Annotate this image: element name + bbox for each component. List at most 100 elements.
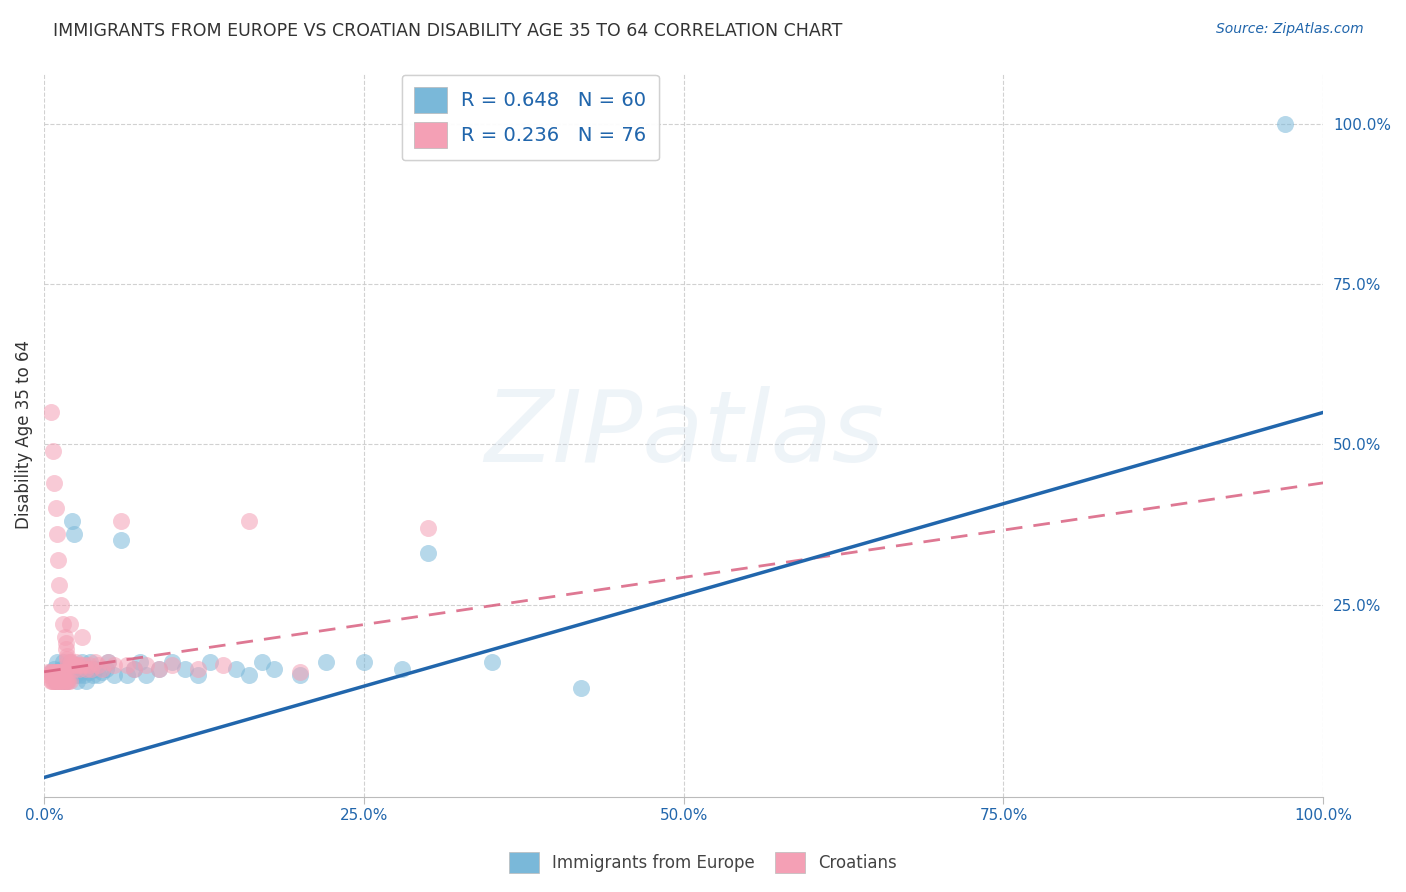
- Point: [48, 578, 70, 592]
- Point: [238, 668, 260, 682]
- Point: [72, 630, 94, 644]
- Point: [58, 665, 80, 679]
- Point: [60, 514, 83, 528]
- Point: [135, 658, 157, 673]
- Point: [148, 662, 170, 676]
- Point: [75, 662, 97, 676]
- Point: [263, 662, 285, 676]
- Point: [39, 674, 62, 689]
- Legend: Immigrants from Europe, Croatians: Immigrants from Europe, Croatians: [502, 846, 904, 880]
- Point: [173, 662, 195, 676]
- Text: Source: ZipAtlas.com: Source: ZipAtlas.com: [1216, 22, 1364, 37]
- Point: [53, 668, 76, 682]
- Point: [160, 655, 183, 669]
- Point: [65, 662, 87, 676]
- Point: [52, 616, 75, 631]
- Text: IMMIGRANTS FROM EUROPE VS CROATIAN DISABILITY AGE 35 TO 64 CORRELATION CHART: IMMIGRANTS FROM EUROPE VS CROATIAN DISAB…: [53, 22, 842, 40]
- Point: [1274, 117, 1296, 131]
- Point: [90, 662, 112, 676]
- Point: [45, 527, 67, 541]
- Point: [59, 674, 82, 689]
- Point: [39, 665, 62, 679]
- Point: [59, 655, 82, 669]
- Point: [49, 662, 72, 676]
- Point: [49, 674, 72, 689]
- Point: [55, 674, 77, 689]
- Point: [59, 658, 82, 673]
- Point: [110, 514, 132, 528]
- Point: [45, 674, 67, 689]
- Point: [73, 668, 96, 682]
- Point: [42, 668, 65, 682]
- Point: [37, 665, 59, 679]
- Point: [65, 655, 87, 669]
- Point: [416, 521, 439, 535]
- Point: [77, 665, 100, 679]
- Point: [56, 652, 79, 666]
- Point: [77, 658, 100, 673]
- Point: [315, 655, 337, 669]
- Point: [45, 674, 67, 689]
- Point: [46, 665, 69, 679]
- Legend: R = 0.648   N = 60, R = 0.236   N = 76: R = 0.648 N = 60, R = 0.236 N = 76: [402, 75, 659, 161]
- Y-axis label: Disability Age 35 to 64: Disability Age 35 to 64: [15, 341, 32, 529]
- Point: [48, 668, 70, 682]
- Point: [62, 662, 84, 676]
- Point: [122, 662, 145, 676]
- Point: [44, 674, 66, 689]
- Point: [97, 655, 120, 669]
- Point: [39, 405, 62, 419]
- Point: [45, 665, 67, 679]
- Point: [59, 662, 82, 676]
- Point: [49, 665, 72, 679]
- Point: [41, 665, 63, 679]
- Point: [79, 655, 101, 669]
- Point: [90, 665, 112, 679]
- Point: [135, 668, 157, 682]
- Point: [42, 443, 65, 458]
- Point: [94, 662, 117, 676]
- Point: [73, 658, 96, 673]
- Point: [46, 674, 69, 689]
- Point: [148, 662, 170, 676]
- Point: [73, 662, 96, 676]
- Point: [42, 668, 65, 682]
- Point: [60, 658, 83, 673]
- Point: [391, 662, 413, 676]
- Point: [84, 655, 107, 669]
- Point: [45, 501, 67, 516]
- Point: [110, 533, 132, 548]
- Point: [117, 668, 139, 682]
- Point: [42, 674, 65, 689]
- Point: [75, 674, 97, 689]
- Point: [56, 674, 79, 689]
- Point: [58, 655, 80, 669]
- Point: [187, 668, 209, 682]
- Point: [87, 668, 110, 682]
- Point: [200, 655, 222, 669]
- Point: [45, 655, 67, 669]
- Point: [39, 665, 62, 679]
- Point: [117, 658, 139, 673]
- Point: [48, 674, 70, 689]
- Point: [62, 527, 84, 541]
- Point: [41, 674, 63, 689]
- Point: [225, 662, 247, 676]
- Point: [481, 655, 503, 669]
- Point: [63, 668, 86, 682]
- Point: [53, 674, 76, 689]
- Point: [45, 665, 67, 679]
- Point: [67, 662, 90, 676]
- Point: [160, 658, 183, 673]
- Point: [84, 662, 107, 676]
- Point: [72, 655, 94, 669]
- Point: [55, 636, 77, 650]
- Point: [129, 655, 152, 669]
- Point: [103, 658, 125, 673]
- Point: [69, 665, 91, 679]
- Point: [82, 668, 104, 682]
- Point: [288, 668, 311, 682]
- Point: [55, 642, 77, 657]
- Point: [59, 668, 82, 682]
- Text: ZIPatlas: ZIPatlas: [484, 386, 883, 483]
